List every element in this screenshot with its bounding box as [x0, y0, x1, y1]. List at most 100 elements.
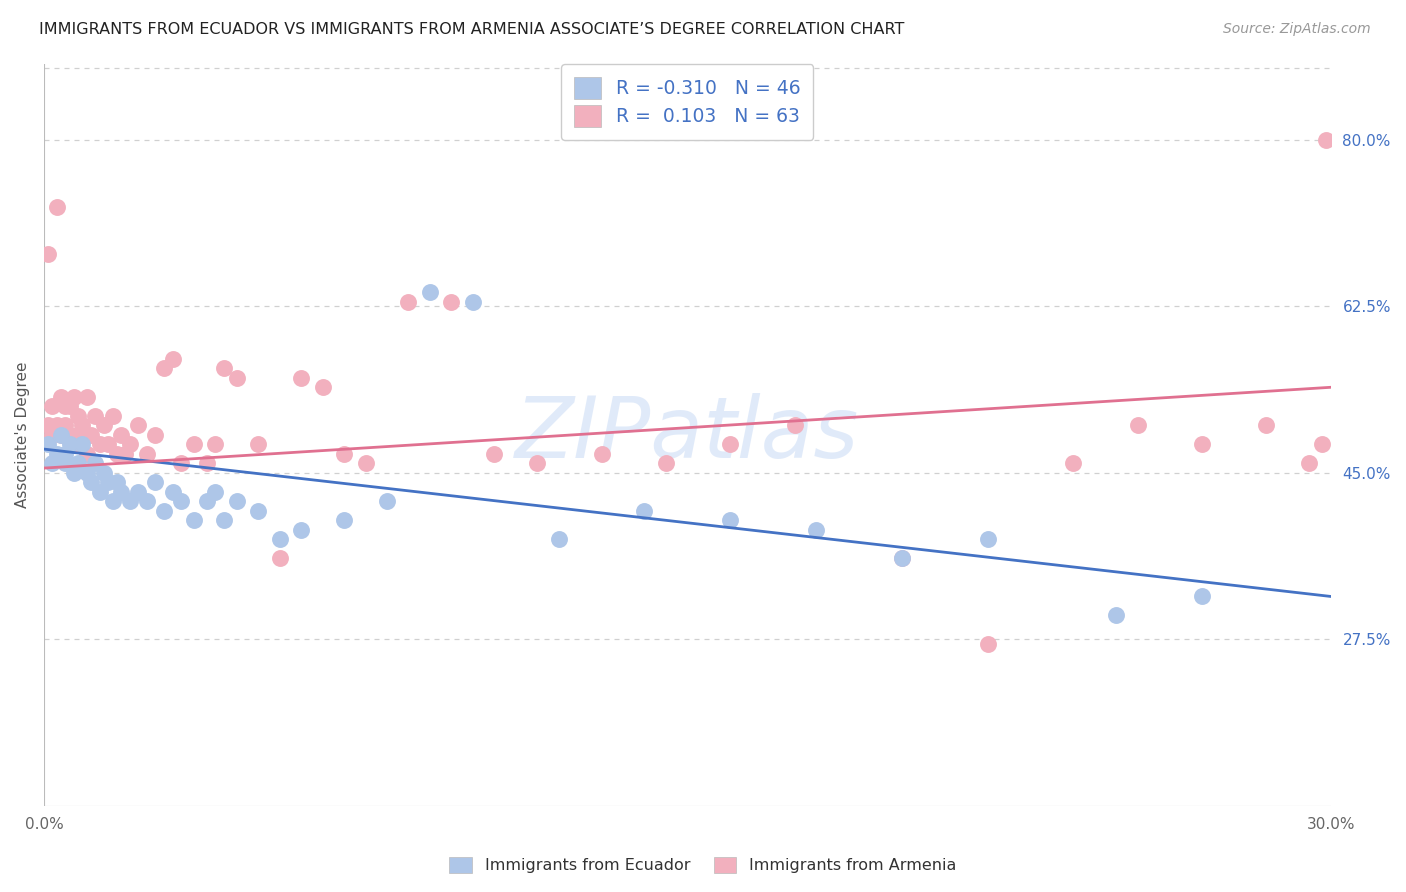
Point — [110, 427, 132, 442]
Point — [718, 437, 741, 451]
Point — [170, 494, 193, 508]
Point — [976, 533, 998, 547]
Point — [153, 504, 176, 518]
Text: ZIPatlas: ZIPatlas — [515, 393, 859, 476]
Point — [89, 437, 111, 451]
Point — [547, 533, 569, 547]
Point — [655, 456, 678, 470]
Point — [170, 456, 193, 470]
Point — [63, 466, 86, 480]
Point — [333, 447, 356, 461]
Point — [63, 437, 86, 451]
Point — [398, 294, 420, 309]
Point — [269, 551, 291, 566]
Point — [375, 494, 398, 508]
Point — [354, 456, 377, 470]
Point — [783, 418, 806, 433]
Text: Source: ZipAtlas.com: Source: ZipAtlas.com — [1223, 22, 1371, 37]
Point — [72, 437, 94, 451]
Point — [145, 427, 167, 442]
Point — [110, 484, 132, 499]
Point — [1105, 608, 1128, 623]
Point — [145, 475, 167, 490]
Point — [225, 494, 247, 508]
Point — [41, 400, 63, 414]
Point — [59, 437, 82, 451]
Point — [204, 484, 226, 499]
Point — [718, 513, 741, 527]
Point — [72, 418, 94, 433]
Point — [127, 418, 149, 433]
Point — [162, 484, 184, 499]
Point — [41, 427, 63, 442]
Point — [49, 390, 72, 404]
Point — [114, 447, 136, 461]
Point — [212, 361, 235, 376]
Point — [67, 456, 90, 470]
Point — [67, 409, 90, 423]
Point — [1310, 437, 1333, 451]
Point — [93, 466, 115, 480]
Point — [212, 513, 235, 527]
Point — [1298, 456, 1320, 470]
Point — [67, 427, 90, 442]
Point — [97, 437, 120, 451]
Legend: Immigrants from Ecuador, Immigrants from Armenia: Immigrants from Ecuador, Immigrants from… — [443, 850, 963, 880]
Point — [162, 351, 184, 366]
Point — [84, 456, 107, 470]
Point — [53, 400, 76, 414]
Point — [76, 390, 98, 404]
Point — [1256, 418, 1278, 433]
Point — [118, 494, 141, 508]
Point — [80, 475, 103, 490]
Point — [1191, 437, 1213, 451]
Point — [101, 494, 124, 508]
Point — [1191, 590, 1213, 604]
Point — [153, 361, 176, 376]
Point — [127, 484, 149, 499]
Point — [461, 294, 484, 309]
Point — [890, 551, 912, 566]
Point — [290, 523, 312, 537]
Y-axis label: Associate's Degree: Associate's Degree — [15, 361, 30, 508]
Point — [37, 247, 59, 261]
Point — [53, 447, 76, 461]
Text: IMMIGRANTS FROM ECUADOR VS IMMIGRANTS FROM ARMENIA ASSOCIATE’S DEGREE CORRELATIO: IMMIGRANTS FROM ECUADOR VS IMMIGRANTS FR… — [39, 22, 904, 37]
Point — [290, 371, 312, 385]
Point — [1315, 133, 1337, 147]
Point — [101, 409, 124, 423]
Point — [45, 418, 67, 433]
Point — [89, 484, 111, 499]
Point — [59, 400, 82, 414]
Point — [53, 418, 76, 433]
Point — [269, 533, 291, 547]
Point — [195, 456, 218, 470]
Point — [1062, 456, 1084, 470]
Point — [105, 475, 128, 490]
Point — [183, 437, 205, 451]
Legend: R = -0.310   N = 46, R =  0.103   N = 63: R = -0.310 N = 46, R = 0.103 N = 63 — [561, 64, 813, 140]
Point — [591, 447, 613, 461]
Point — [183, 513, 205, 527]
Point — [247, 437, 270, 451]
Point — [49, 427, 72, 442]
Point — [84, 409, 107, 423]
Point — [63, 390, 86, 404]
Point — [247, 504, 270, 518]
Point — [135, 494, 157, 508]
Point — [333, 513, 356, 527]
Point — [45, 200, 67, 214]
Point — [80, 427, 103, 442]
Point — [890, 551, 912, 566]
Point — [440, 294, 463, 309]
Point — [633, 504, 655, 518]
Point — [484, 447, 506, 461]
Point — [41, 456, 63, 470]
Point — [53, 456, 76, 470]
Point — [225, 371, 247, 385]
Point — [97, 475, 120, 490]
Point — [976, 637, 998, 651]
Point — [105, 447, 128, 461]
Point — [419, 285, 441, 300]
Point — [45, 447, 67, 461]
